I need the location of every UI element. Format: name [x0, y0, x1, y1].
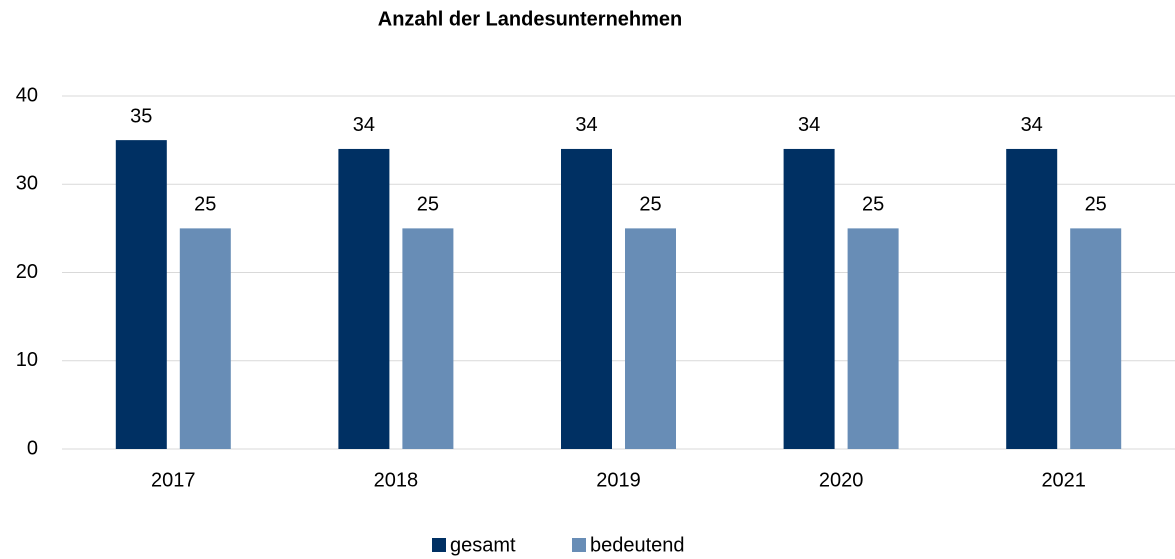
x-tick-label: 2020 [819, 469, 864, 491]
data-label: 34 [575, 114, 597, 136]
legend-swatch [572, 538, 586, 552]
x-tick-label: 2019 [596, 469, 641, 491]
bar [783, 148, 835, 449]
chart-title: Anzahl der Landesunternehmen [378, 8, 683, 30]
y-tick-label: 10 [16, 349, 38, 371]
legend-label: bedeutend [590, 534, 685, 556]
data-label: 34 [798, 114, 820, 136]
y-tick-label: 20 [16, 261, 38, 283]
bar [847, 228, 899, 449]
data-label: 34 [353, 114, 375, 136]
y-tick-label: 0 [27, 437, 38, 459]
bar [115, 140, 167, 449]
bar [402, 228, 454, 449]
bar [561, 148, 612, 449]
legend-label: gesamt [450, 534, 516, 556]
y-tick-label: 30 [16, 173, 38, 195]
legend-swatch [432, 538, 446, 552]
data-label: 25 [1085, 194, 1107, 216]
data-label: 25 [862, 194, 884, 216]
data-label: 35 [130, 105, 152, 127]
data-label: 25 [639, 194, 661, 216]
data-label: 34 [1021, 114, 1043, 136]
bar [625, 228, 676, 449]
bar [1070, 228, 1122, 449]
data-label: 25 [194, 194, 216, 216]
y-tick-label: 40 [16, 84, 38, 106]
data-label: 25 [417, 194, 439, 216]
bar [338, 148, 390, 449]
bar [179, 228, 231, 449]
x-tick-label: 2017 [151, 469, 196, 491]
x-tick-label: 2021 [1041, 469, 1086, 491]
bar [1006, 148, 1058, 449]
x-tick-label: 2018 [374, 469, 419, 491]
